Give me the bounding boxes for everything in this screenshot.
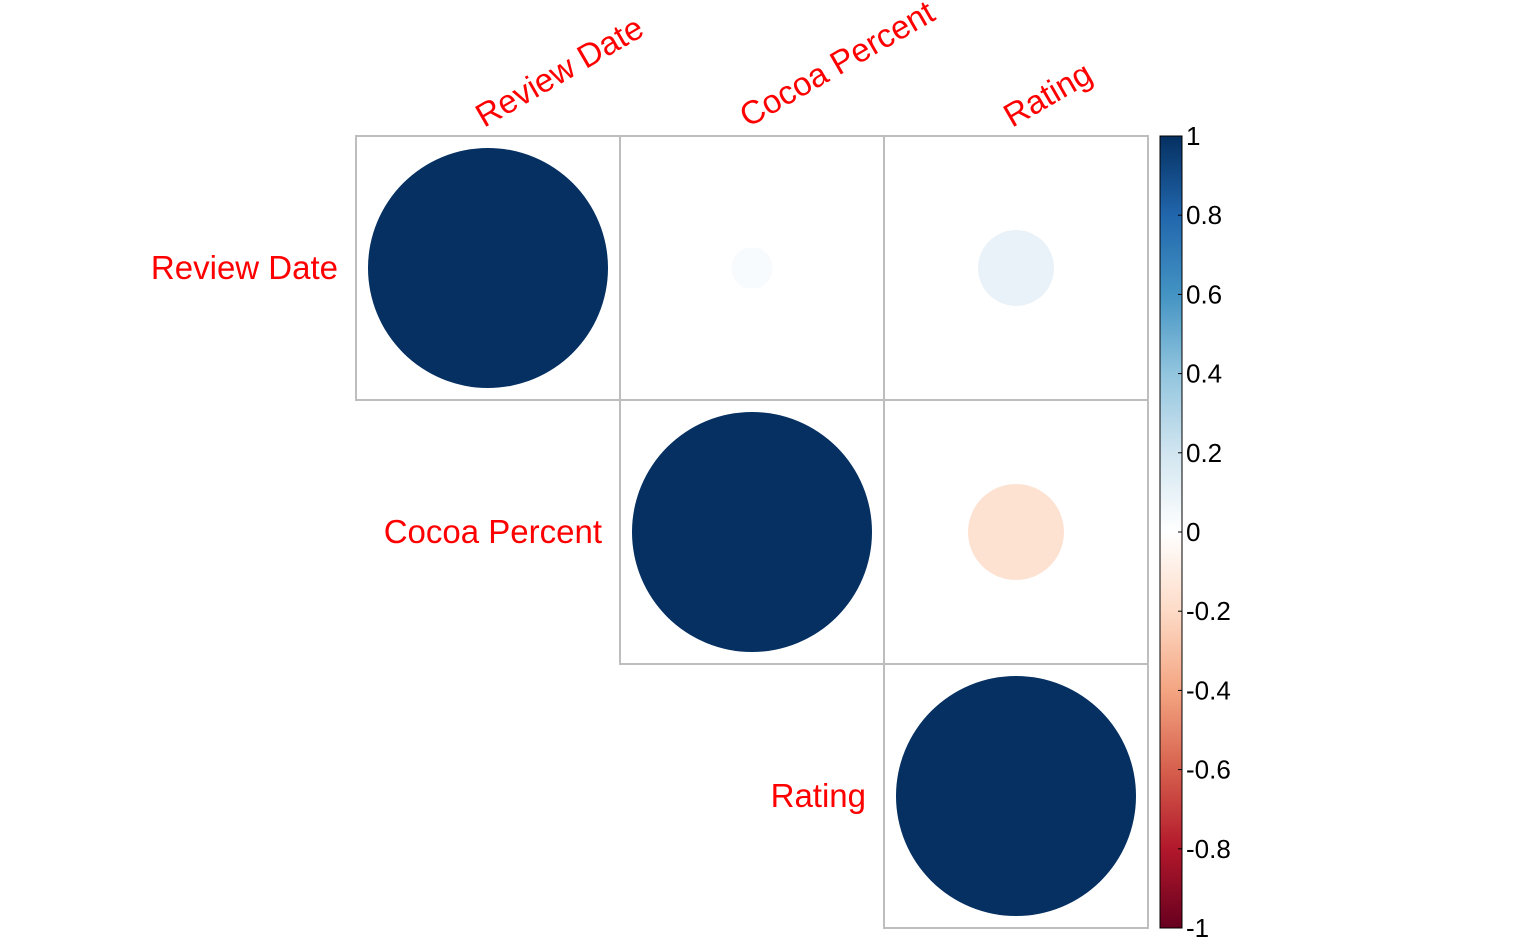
colorbar	[1160, 136, 1182, 928]
row-label: Review Date	[151, 249, 338, 286]
column-label: Review Date	[469, 8, 650, 134]
correlation-circle	[731, 247, 773, 289]
colorbar-tick-label: -0.2	[1186, 596, 1231, 626]
colorbar-tick-label: 0.8	[1186, 200, 1222, 230]
correlation-circle	[896, 676, 1136, 916]
correlation-circle	[632, 412, 872, 652]
correlation-circle	[978, 230, 1054, 306]
colorbar-tick-label: 0	[1186, 517, 1200, 547]
correlation-circle	[368, 148, 608, 388]
row-label: Rating	[771, 777, 866, 814]
column-label: Rating	[997, 54, 1098, 134]
colorbar-tick-label: -0.6	[1186, 755, 1231, 785]
colorbar-tick-label: 0.2	[1186, 438, 1222, 468]
row-label: Cocoa Percent	[384, 513, 602, 550]
colorbar-tick-label: 0.4	[1186, 359, 1222, 389]
colorbar-tick-label: 1	[1186, 121, 1200, 151]
correlation-circle	[968, 484, 1064, 580]
colorbar-tick-label: 0.6	[1186, 279, 1222, 309]
colorbar-tick-label: -0.4	[1186, 675, 1231, 705]
colorbar-tick-label: -0.8	[1186, 834, 1231, 864]
colorbar-tick-label: -1	[1186, 913, 1209, 943]
grid-cell	[883, 663, 1149, 929]
column-label: Cocoa Percent	[733, 0, 941, 134]
